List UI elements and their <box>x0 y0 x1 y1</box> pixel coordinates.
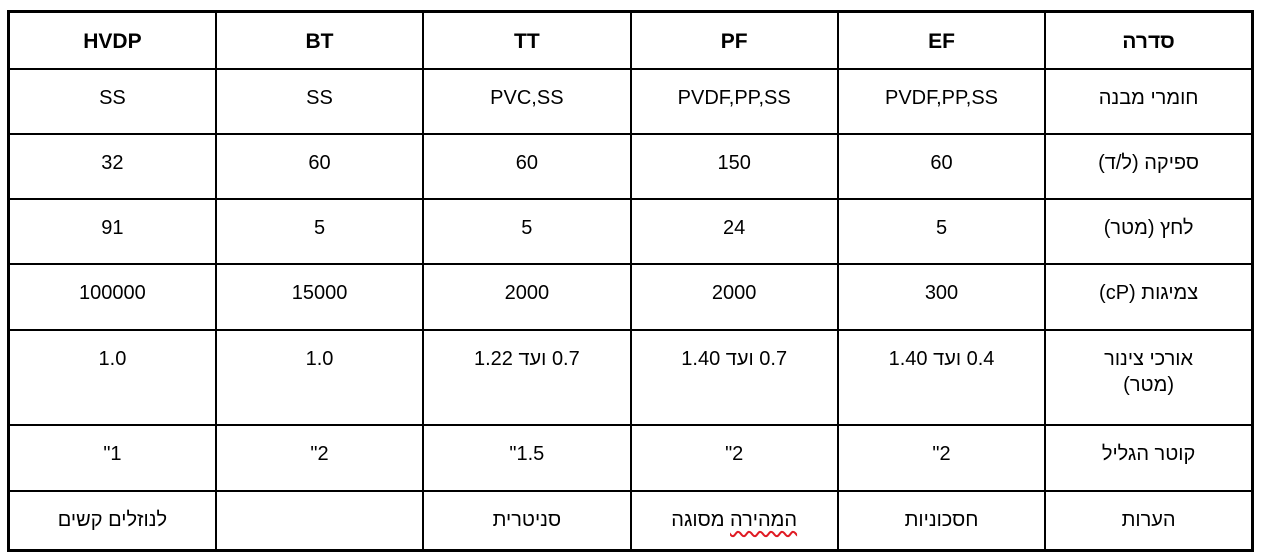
table-row-cylinder-diameter: קוטר הגליל 2" 2" 1.5" 2" 1" <box>7 423 1254 492</box>
cell-viscosity-bt: 15000 <box>214 262 425 331</box>
table-row-materials: חומרי מבנה PVDF,PP,SS PVDF,PP,SS PVC,SS … <box>7 67 1254 135</box>
header-ef: EF <box>836 10 1047 70</box>
table-row-header: סדרה EF PF TT BT HVDP <box>7 10 1254 70</box>
cell-viscosity-ef: 300 <box>836 262 1047 331</box>
cell-viscosity-hvdp: 100000 <box>7 262 217 331</box>
cell-tube-lengths-hvdp: 1.0 <box>7 328 217 426</box>
header-bt: BT <box>214 10 425 70</box>
cell-notes-hvdp: לנוזלים קשים <box>7 489 217 552</box>
header-pf: PF <box>629 10 839 70</box>
tube-lengths-label-line2: (מטר) <box>1123 373 1174 396</box>
cell-materials-tt: PVC,SS <box>422 67 632 135</box>
cell-viscosity-pf: 2000 <box>629 262 839 331</box>
table-row-tube-lengths: אורכי צינור (מטר) 0.4 ועד 1.40 0.7 ועד 1… <box>7 328 1254 426</box>
cell-flow-tt: 60 <box>422 132 632 200</box>
cell-cylinder-diameter-tt: 1.5" <box>422 423 632 492</box>
notes-pf-rest: מסוגה <box>671 508 725 531</box>
header-series-label: סדרה <box>1044 10 1254 70</box>
row-label-cylinder-diameter: קוטר הגליל <box>1044 423 1254 492</box>
cell-notes-ef: חסכוניות <box>836 489 1047 552</box>
cell-cylinder-diameter-pf: 2" <box>629 423 839 492</box>
cell-flow-hvdp: 32 <box>7 132 217 200</box>
cell-pressure-ef: 5 <box>836 197 1047 265</box>
cell-tube-lengths-ef: 0.4 ועד 1.40 <box>836 328 1047 426</box>
cell-tube-lengths-tt: 0.7 ועד 1.22 <box>422 328 632 426</box>
table-row-flow-rate: ספיקה (ל/ד) 60 150 60 60 32 <box>7 132 1254 200</box>
cell-cylinder-diameter-ef: 2" <box>836 423 1047 492</box>
table-row-pressure: לחץ (מטר) 5 24 5 5 91 <box>7 197 1254 265</box>
tube-lengths-label-line1: אורכי צינור <box>1104 347 1194 370</box>
cell-materials-hvdp: SS <box>7 67 217 135</box>
cell-tube-lengths-bt: 1.0 <box>214 328 425 426</box>
header-tt: TT <box>422 10 632 70</box>
table-row-viscosity: צמיגות (cP) 300 2000 2000 15000 100000 <box>7 262 1254 331</box>
cell-materials-bt: SS <box>214 67 425 135</box>
row-label-viscosity: צמיגות (cP) <box>1044 262 1254 331</box>
row-label-flow-rate: ספיקה (ל/ד) <box>1044 132 1254 200</box>
table-row-notes: הערות חסכוניות המהירה מסוגה סניטרית לנוז… <box>7 489 1254 552</box>
header-hvdp: HVDP <box>7 10 217 70</box>
cell-pressure-bt: 5 <box>214 197 425 265</box>
cell-pressure-hvdp: 91 <box>7 197 217 265</box>
cell-materials-pf: PVDF,PP,SS <box>629 67 839 135</box>
cell-cylinder-diameter-bt: 2" <box>214 423 425 492</box>
cell-pressure-tt: 5 <box>422 197 632 265</box>
cell-materials-ef: PVDF,PP,SS <box>836 67 1047 135</box>
row-label-materials: חומרי מבנה <box>1044 67 1254 135</box>
misspelled-word-underline: המהירה <box>730 508 798 531</box>
cell-notes-bt <box>214 489 425 552</box>
cell-cylinder-diameter-hvdp: 1" <box>7 423 217 492</box>
pump-series-comparison-table: סדרה EF PF TT BT HVDP חומרי מבנה PVDF,PP… <box>7 10 1254 552</box>
cell-notes-tt: סניטרית <box>422 489 632 552</box>
row-label-tube-lengths: אורכי צינור (מטר) <box>1044 328 1254 426</box>
row-label-notes: הערות <box>1044 489 1254 552</box>
cell-tube-lengths-pf: 0.7 ועד 1.40 <box>629 328 839 426</box>
cell-pressure-pf: 24 <box>629 197 839 265</box>
row-label-pressure: לחץ (מטר) <box>1044 197 1254 265</box>
cell-flow-ef: 60 <box>836 132 1047 200</box>
cell-flow-bt: 60 <box>214 132 425 200</box>
cell-notes-pf: המהירה מסוגה <box>629 489 839 552</box>
cell-viscosity-tt: 2000 <box>422 262 632 331</box>
cell-flow-pf: 150 <box>629 132 839 200</box>
